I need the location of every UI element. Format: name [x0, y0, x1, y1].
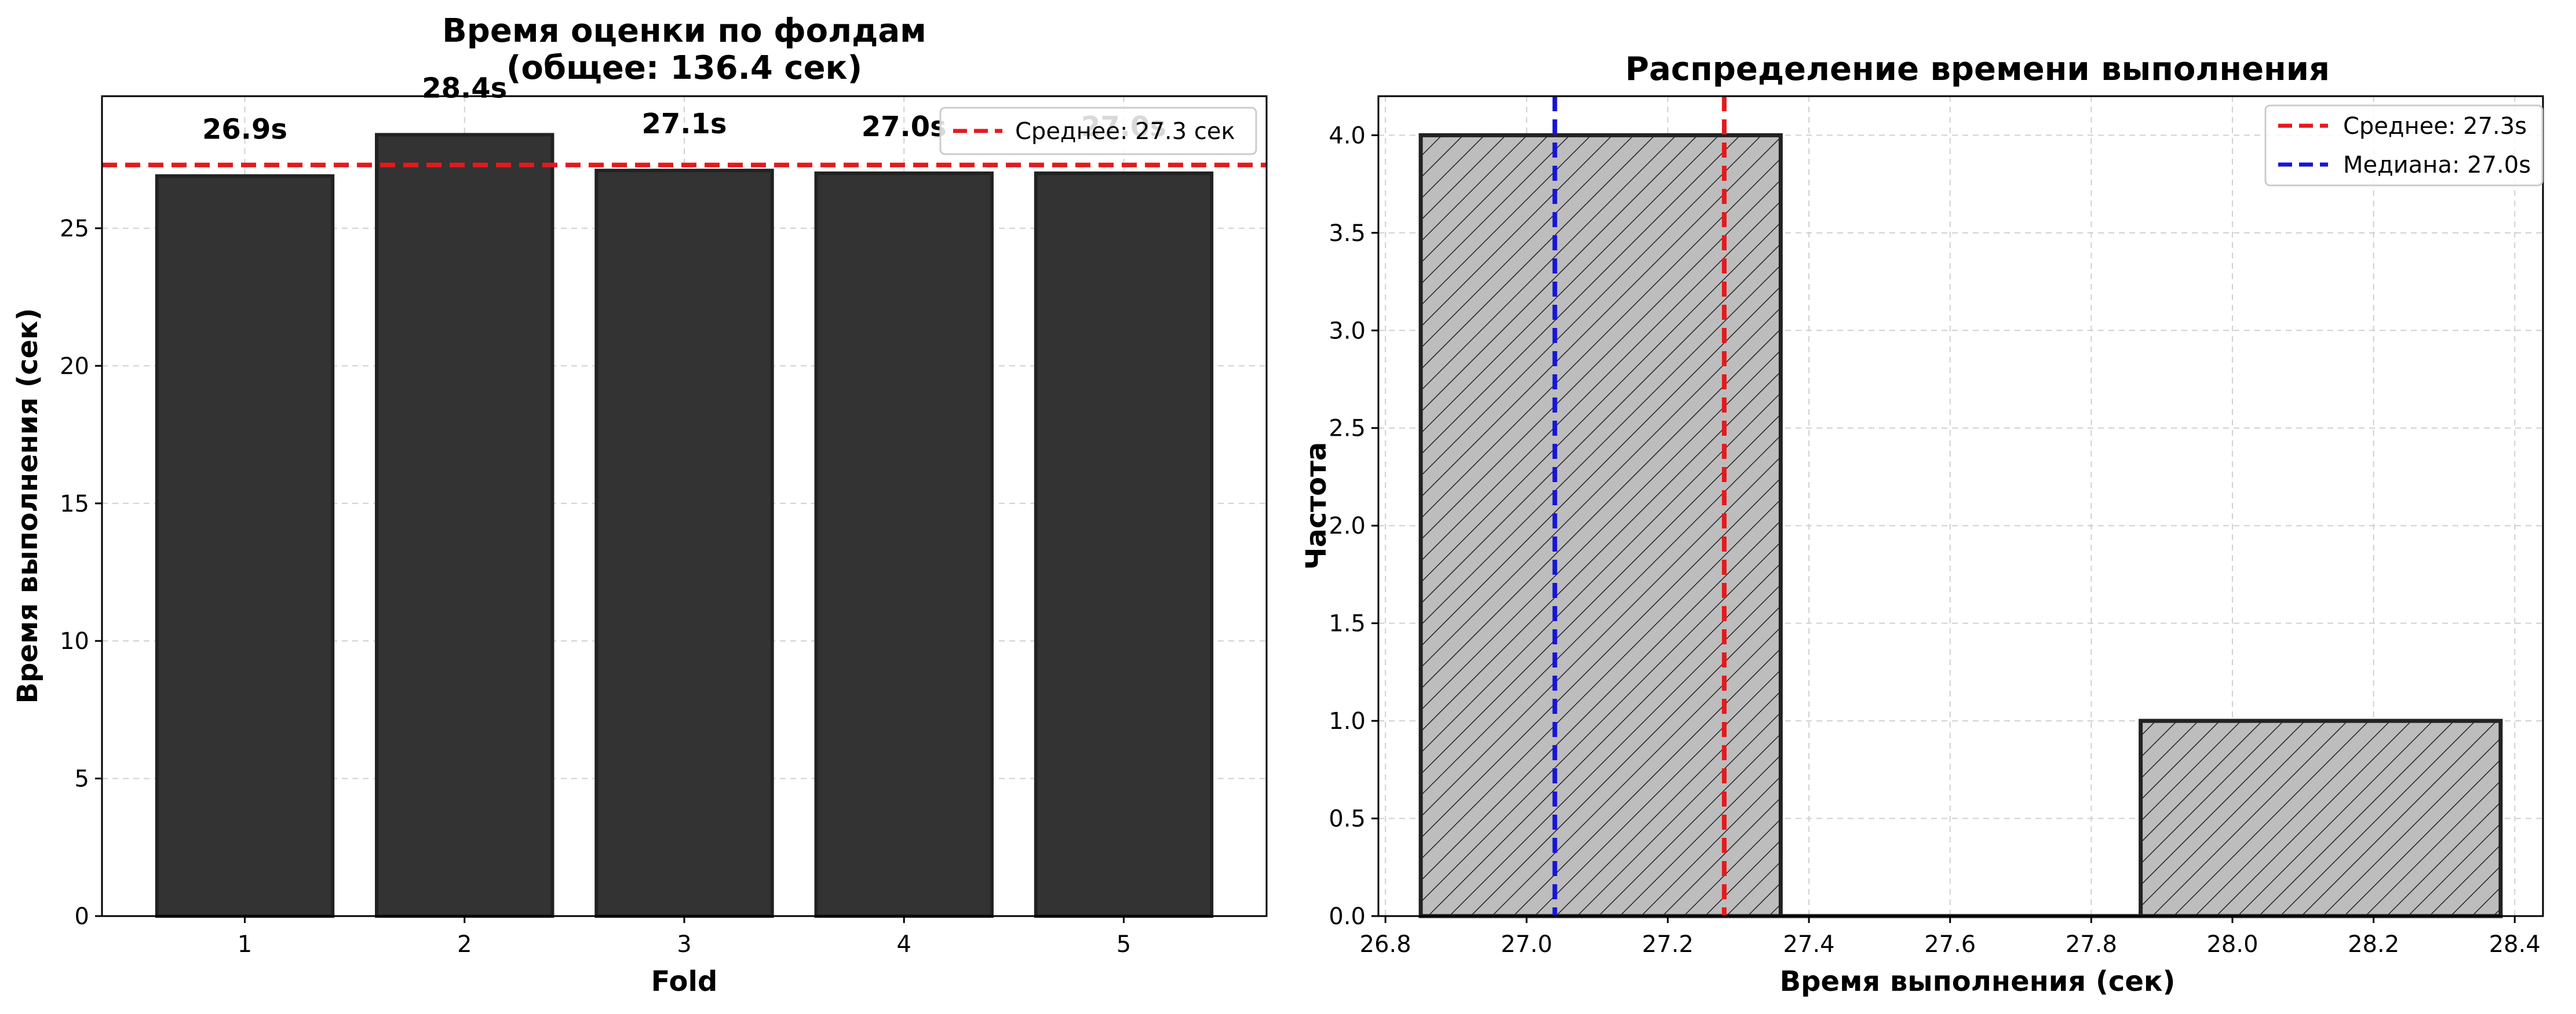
right-x-tick-label: 27.8 [2066, 931, 2117, 958]
left-y-tick-label: 0 [75, 903, 89, 930]
right-y-tick-label: 1.0 [1329, 708, 1366, 735]
fold-bar-value-label: 26.9s [202, 114, 287, 146]
right-y-axis-label: Частота [1300, 442, 1333, 570]
right-legend-box [2264, 104, 2544, 187]
left-legend: Среднее: 27.3 сек [939, 107, 1257, 155]
fold-bar [1034, 171, 1214, 918]
right-chart-title: Распределение времени выполнения [1625, 50, 2330, 88]
left-x-axis-label: Fold [651, 965, 718, 998]
left-x-tick-label: 3 [677, 931, 691, 958]
left-y-tick-label: 25 [60, 216, 89, 242]
right-plot-frame [1377, 95, 2544, 917]
histogram-bin [2139, 718, 2503, 918]
left-chart-title: Время оценки по фолдам (общее: 136.4 сек) [442, 12, 926, 87]
right-y-tick-label: 4.0 [1329, 122, 1366, 149]
right-x-tick-label: 28.2 [2348, 931, 2399, 958]
right-x-tick-label: 26.8 [1360, 931, 1411, 958]
left-y-tick-label: 15 [60, 491, 89, 517]
right-legend-mean-label: Среднее: 27.3s [2343, 113, 2527, 140]
right-x-tick-label: 28.4 [2489, 931, 2541, 958]
left-y-tick-label: 10 [60, 628, 89, 655]
right-y-ticks: 0.0 0.5 1.0 1.5 2.0 2.5 3.0 3.5 4.0 [1329, 122, 1378, 930]
fold-bar-value-label: 28.4s [422, 72, 507, 104]
left-legend-box [939, 107, 1257, 155]
time-distribution-chart: 26.8 27.0 27.2 27.4 27.6 27.8 28.0 28.2 28.4 0.0… [1300, 50, 2544, 998]
left-x-tick-label: 4 [897, 931, 911, 958]
left-y-tick-label: 5 [75, 766, 89, 793]
right-y-tick-label: 2.5 [1329, 415, 1366, 442]
left-x-tick-label: 2 [457, 931, 472, 958]
right-y-tick-label: 2.0 [1329, 513, 1366, 539]
right-legend: Среднее: 27.3s Медиана: 27.0s [2264, 104, 2544, 187]
left-bars [155, 133, 1214, 918]
right-x-tick-label: 28.0 [2206, 931, 2258, 958]
left-y-tick-label: 20 [60, 353, 89, 380]
fold-bar-value-label: 27.0s [862, 111, 947, 143]
left-x-ticks: 1 2 3 4 5 [238, 916, 1131, 958]
right-x-ticks: 26.8 27.0 27.2 27.4 27.6 27.8 28.0 28.2 28.4 [1360, 916, 2541, 958]
fold-bar [814, 171, 994, 918]
right-x-axis-label: Время выполнения (сек) [1780, 965, 2176, 998]
right-x-tick-label: 27.2 [1642, 931, 1694, 958]
right-x-tick-label: 27.4 [1783, 931, 1835, 958]
left-y-ticks: 0 5 10 15 20 25 [60, 216, 102, 930]
left-y-axis-label: Время выполнения (сек) [12, 308, 44, 704]
left-legend-mean-label: Среднее: 27.3 сек [1015, 118, 1235, 145]
right-y-tick-label: 1.5 [1329, 611, 1366, 637]
right-x-tick-label: 27.0 [1501, 931, 1552, 958]
right-y-tick-label: 0.5 [1329, 806, 1366, 833]
fold-bar [155, 174, 335, 918]
right-y-tick-label: 3.0 [1329, 318, 1366, 344]
right-y-tick-label: 3.5 [1329, 220, 1366, 247]
right-x-tick-label: 27.6 [1924, 931, 1976, 958]
fold-bar-value-label: 27.1s [642, 108, 727, 140]
right-legend-median-label: Медиана: 27.0s [2343, 152, 2531, 178]
left-x-tick-label: 5 [1116, 931, 1131, 958]
left-x-tick-label: 1 [238, 931, 252, 958]
right-reference-lines [1552, 96, 1727, 916]
right-y-tick-label: 0.0 [1329, 903, 1366, 930]
fold-bar [375, 133, 554, 918]
histogram-bin [1418, 133, 1783, 918]
fold-bar [594, 169, 774, 918]
